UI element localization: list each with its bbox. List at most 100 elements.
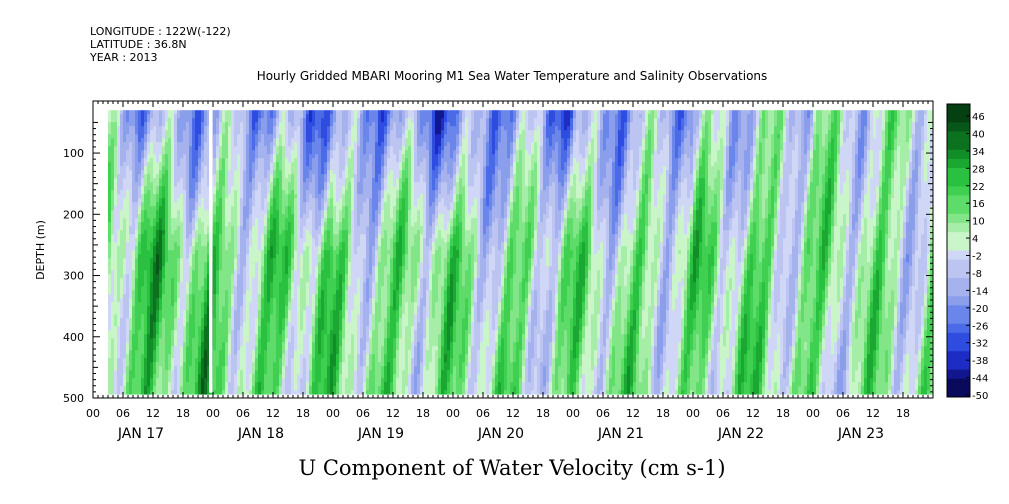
hour-tick-label: 12 <box>866 407 880 420</box>
colorbar-band <box>947 277 970 288</box>
colorbar-band <box>947 323 970 334</box>
longitude-label: LONGITUDE : 122W(-122) <box>90 25 231 38</box>
hour-tick-label: 00 <box>566 407 580 420</box>
heatmap-area <box>108 108 934 395</box>
colorbar: 46 40 34 28 22 16 10 4 -2 -8 -14 -20 -26 -32 -38 -44 -50 <box>946 103 988 402</box>
colorbar-band <box>947 204 970 215</box>
hour-tick-label: 18 <box>776 407 790 420</box>
hour-tick-label: 12 <box>266 407 280 420</box>
hour-tick-label: 12 <box>506 407 520 420</box>
colorbar-band <box>947 104 970 114</box>
hour-tick-label: 18 <box>416 407 430 420</box>
colorbar-band <box>947 387 970 398</box>
hour-tick-label: 06 <box>356 407 370 420</box>
colorbar-band <box>947 223 970 233</box>
colorbar-band <box>947 186 970 196</box>
colorbar-band <box>947 351 970 361</box>
colorbar-band <box>947 122 970 132</box>
hour-tick-label: 12 <box>386 407 400 420</box>
day-label: JAN 22 <box>717 426 764 442</box>
colorbar-label: 4 <box>972 234 978 245</box>
colorbar-band <box>947 378 970 389</box>
colorbar-band <box>947 305 970 315</box>
hour-tick-label: 06 <box>116 407 130 420</box>
hour-tick-label: 00 <box>446 407 460 420</box>
hour-tick-label: 12 <box>146 407 160 420</box>
year-label: YEAR : 2013 <box>89 51 158 64</box>
colorbar-label: 46 <box>972 112 985 123</box>
day-label: JAN 20 <box>477 426 524 442</box>
colorbar-label: -50 <box>972 391 988 402</box>
colorbar-frame <box>946 103 971 398</box>
colorbar-band <box>947 342 970 352</box>
day-label: JAN 18 <box>237 426 284 442</box>
day-label: JAN 23 <box>837 426 884 442</box>
colorbar-label: 40 <box>972 129 985 140</box>
colorbar-band <box>947 332 970 343</box>
colorbar-band <box>947 241 970 251</box>
depth-tick-label: 100 <box>63 147 84 160</box>
hour-tick-label: 06 <box>716 407 730 420</box>
day-label: JAN 19 <box>357 426 404 442</box>
colorbar-label: -38 <box>972 356 988 367</box>
colorbar-label: 34 <box>972 147 985 158</box>
hour-tick-label: 00 <box>86 407 100 420</box>
colorbar-label: -44 <box>972 374 988 385</box>
colorbar-label: 10 <box>972 217 985 228</box>
latitude-label: LATITUDE : 36.8N <box>90 38 187 51</box>
colorbar-label: -20 <box>972 304 988 315</box>
hour-tick-label: 18 <box>656 407 670 420</box>
x-axis: 00 06 12 18 00 06 12 18 00 06 12 18 00 06 12 18 00 06 12 18… <box>86 101 934 442</box>
colorbar-band <box>947 140 970 151</box>
colorbar-band <box>947 177 970 187</box>
hour-tick-label: 00 <box>806 407 820 420</box>
variable-title: U Component of Water Velocity (cm s-1) <box>298 456 725 480</box>
hour-tick-label: 18 <box>896 407 910 420</box>
colorbar-band <box>947 158 970 169</box>
hour-tick-label: 00 <box>326 407 340 420</box>
day-label: JAN 21 <box>597 426 644 442</box>
hour-tick-label: 12 <box>746 407 760 420</box>
colorbar-band <box>947 232 970 242</box>
chart-title: Hourly Gridded MBARI Mooring M1 Sea Wate… <box>257 69 768 83</box>
colorbar-band <box>947 296 970 306</box>
colorbar-label: 16 <box>972 199 985 210</box>
hour-tick-label: 06 <box>236 407 250 420</box>
colorbar-band <box>947 195 970 206</box>
hour-tick-label: 00 <box>686 407 700 420</box>
colorbar-band <box>947 268 970 279</box>
colorbar-band <box>947 314 970 325</box>
day-label: JAN 17 <box>117 426 164 442</box>
depth-tick-label: 200 <box>63 208 84 221</box>
hour-tick-label: 06 <box>836 407 850 420</box>
colorbar-label: -8 <box>972 269 982 280</box>
depth-tick-label: 500 <box>63 392 84 405</box>
colorbar-band <box>947 259 970 270</box>
colorbar-band <box>947 360 970 370</box>
depth-tick-label: 400 <box>63 331 84 344</box>
y-axis-label: DEPTH (m) <box>34 220 47 280</box>
colorbar-label: 22 <box>972 182 985 193</box>
hour-tick-label: 06 <box>476 407 490 420</box>
colorbar-label: -32 <box>972 339 988 350</box>
colorbar-band <box>947 287 970 297</box>
colorbar-band <box>947 168 970 178</box>
hour-tick-label: 00 <box>206 407 220 420</box>
velocity-field <box>108 110 934 395</box>
colorbar-label: 28 <box>972 164 985 175</box>
hour-tick-label: 18 <box>536 407 550 420</box>
hour-tick-label: 18 <box>296 407 310 420</box>
hour-tick-label: 18 <box>176 407 190 420</box>
colorbar-band <box>947 149 970 160</box>
hour-tick-label: 06 <box>596 407 610 420</box>
hour-tick-label: 12 <box>626 407 640 420</box>
colorbar-label: -14 <box>972 286 988 297</box>
colorbar-label: -26 <box>972 321 988 332</box>
colorbar-band <box>947 213 970 224</box>
colorbar-label: -2 <box>972 252 982 263</box>
colorbar-band <box>947 131 970 141</box>
colorbar-band <box>947 369 970 379</box>
data-gaps <box>209 108 213 393</box>
depth-tick-label: 300 <box>63 270 84 283</box>
